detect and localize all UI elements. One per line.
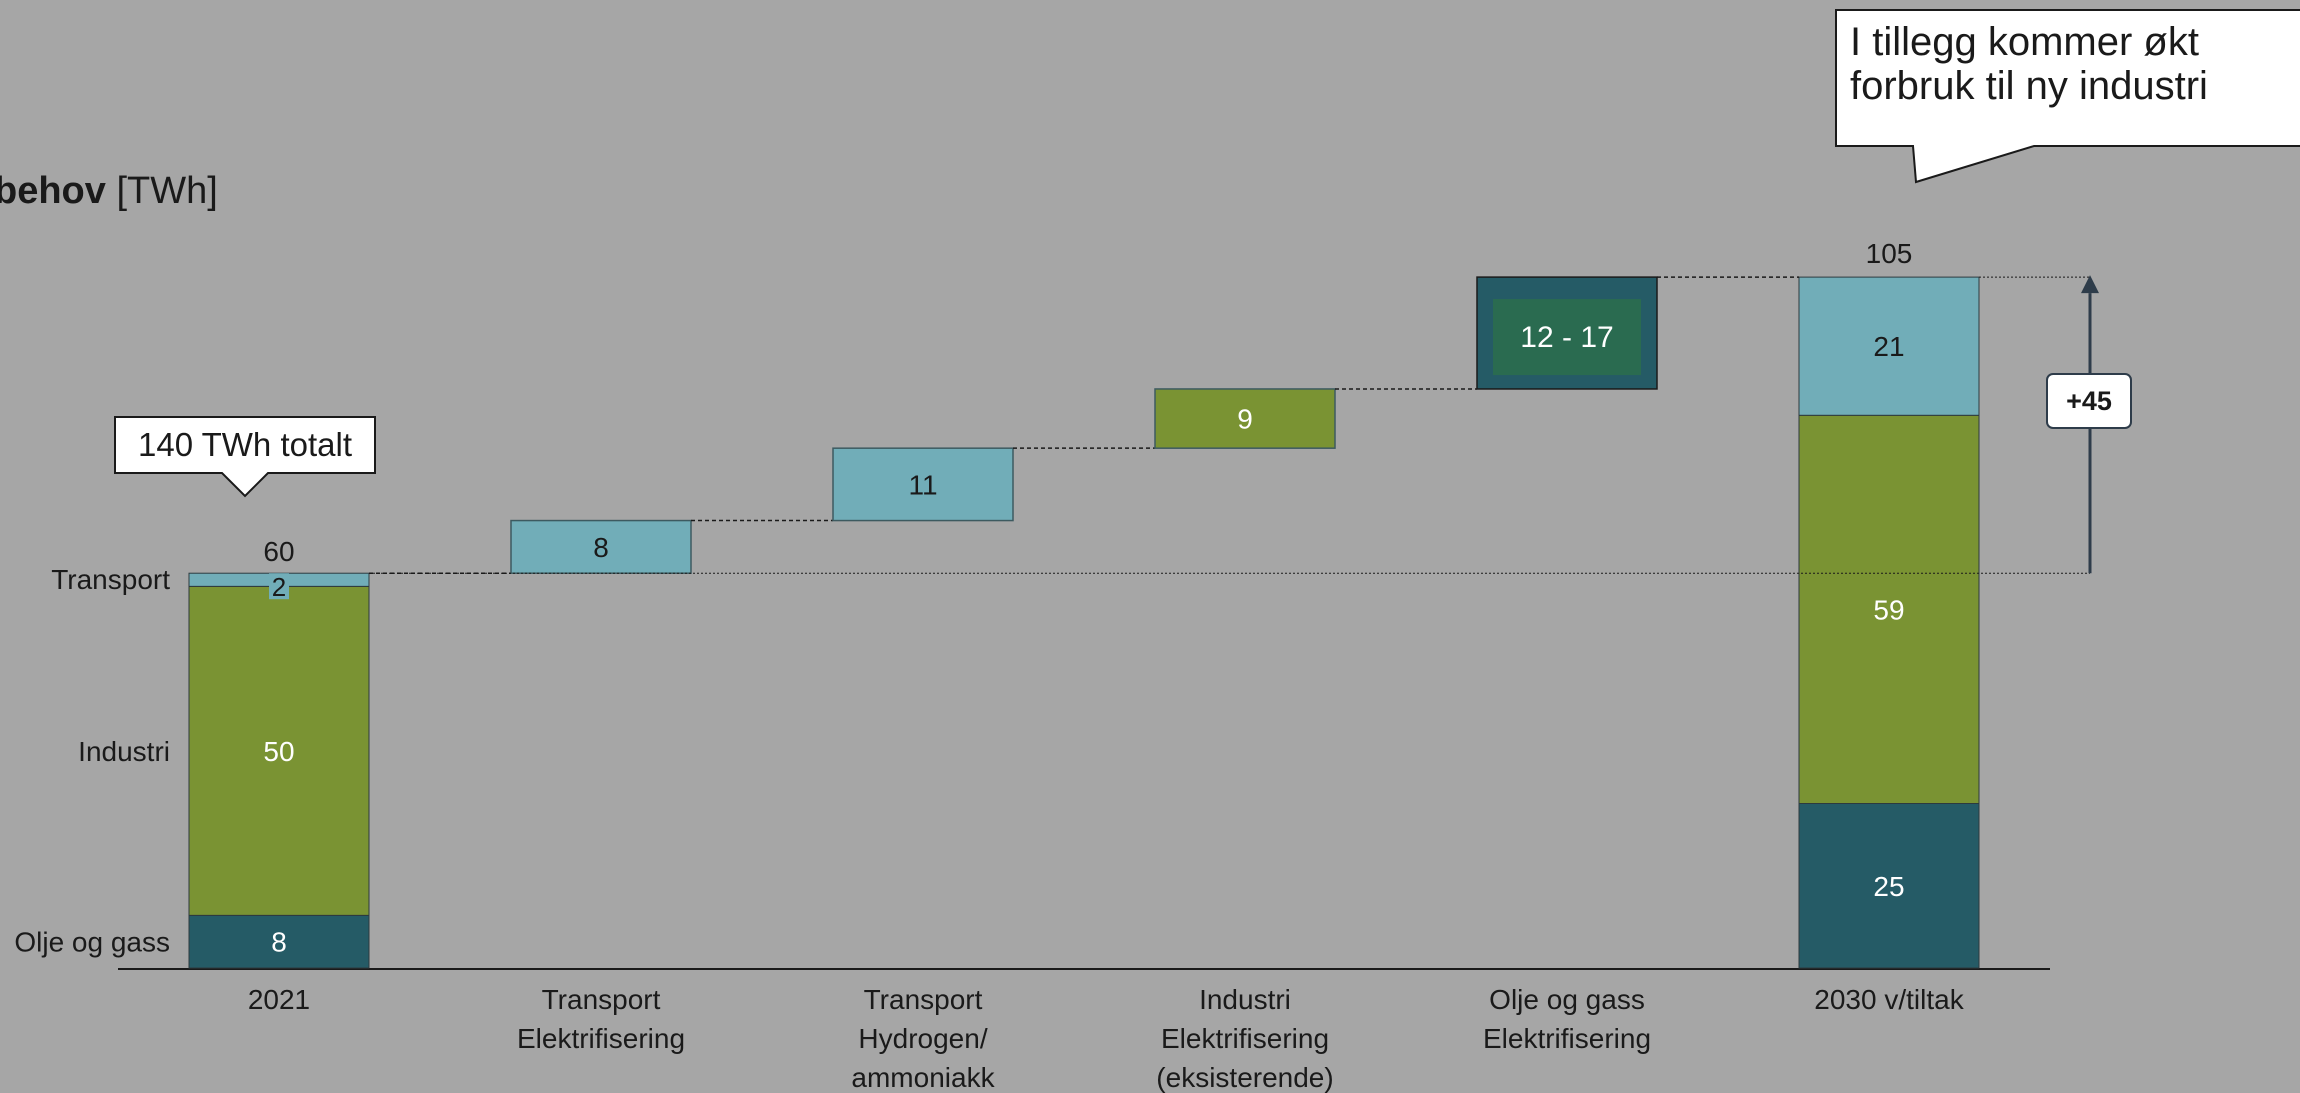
callout-total-shape	[114, 416, 376, 498]
category-label: Transport	[864, 984, 983, 1015]
increase-badge-shape	[2046, 373, 2132, 429]
bar-step-2	[832, 447, 1014, 522]
callout-new-industry: I tillegg kommer økt forbruk til ny indu…	[1850, 20, 2208, 108]
unit-title: behov [TWh]	[0, 170, 218, 213]
row-label-transport: Transport	[51, 564, 170, 595]
bar-2021-olje-og-gass	[188, 914, 370, 969]
category-label: Transport	[542, 984, 661, 1015]
step-label-1: 8	[593, 532, 609, 563]
category-label: Hydrogen/	[858, 1023, 987, 1054]
bar-2030-v-tiltak-transport	[1798, 276, 1980, 416]
segment-label-transport: 21	[1873, 331, 1904, 362]
row-label-olje-og-gass: Olje og gass	[14, 927, 170, 958]
category-label: Olje og gass	[1489, 984, 1645, 1015]
segment-label-industri: 50	[263, 736, 294, 767]
unit-title-unit: [TWh]	[116, 170, 218, 212]
total-label-2030: 105	[1866, 238, 1913, 269]
category-label: 2021	[248, 984, 310, 1015]
total-label-2021: 60	[263, 536, 294, 567]
callout-new-industry-shape	[1835, 9, 2300, 184]
bar-2021-industri	[188, 585, 370, 916]
segment-label-industri: 59	[1873, 594, 1904, 625]
increase-badge: +45	[2066, 386, 2112, 416]
bar-step-3	[1154, 388, 1336, 449]
category-label: (eksisterende)	[1156, 1062, 1333, 1093]
step-label-olje-og-gass: 12 - 17	[1520, 321, 1613, 354]
row-label-industri: Industri	[78, 736, 170, 767]
unit-title-bold: behov	[0, 170, 106, 212]
category-label: 2030 v/tiltak	[1814, 984, 1964, 1015]
segment-label-olje-og-gass: 8	[271, 927, 287, 958]
bar-2030-v-tiltak-industri	[1798, 414, 1980, 804]
category-label: ammoniakk	[851, 1062, 995, 1093]
category-label: Industri	[1199, 984, 1291, 1015]
callout-total: 140 TWh totalt	[137, 426, 352, 463]
step-label-3: 9	[1237, 404, 1253, 435]
bar-2030-v-tiltak-olje-og-gass	[1798, 803, 1980, 969]
bar-step-olje-og-gass-range	[1493, 299, 1641, 376]
step-label-2: 11	[908, 469, 937, 500]
category-label: Elektrifisering	[517, 1023, 685, 1054]
small-segment-tag	[269, 573, 289, 600]
category-label: Elektrifisering	[1483, 1023, 1651, 1054]
category-label: Elektrifisering	[1161, 1023, 1329, 1054]
segment-label-olje-og-gass: 25	[1873, 871, 1904, 902]
increase-arrow-head	[2081, 275, 2099, 294]
segment-label-transport: 2	[272, 572, 286, 602]
